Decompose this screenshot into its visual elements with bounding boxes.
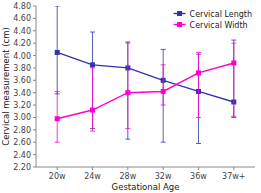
series-line: [57, 52, 234, 102]
legend: Cervical Length Cervical Width: [174, 10, 252, 30]
y-tick: [33, 129, 36, 130]
y-tick-label: 4.80: [13, 2, 31, 11]
axes: 2.20 2.40 2.60 2.80 3.00 3.20 3.40 3.60 3.80 4.00…: [13, 2, 255, 181]
x-tick: [163, 167, 164, 170]
x-tick-label: 20w: [49, 172, 66, 181]
error-bar-lower: [231, 63, 236, 116]
y-tick: [33, 80, 36, 81]
point: [125, 90, 130, 95]
x-tick-label: 37w+: [222, 172, 245, 181]
y-tick-label: 3.20: [13, 101, 31, 110]
y-tick: [33, 30, 36, 31]
error-bar-upper: [90, 68, 95, 110]
y-tick: [33, 154, 36, 155]
y-tick-label: 4.20: [13, 39, 31, 48]
y-tick-label: 2.80: [13, 126, 31, 135]
chart: 2.20 2.40 2.60 2.80 3.00 3.20 3.40 3.60 3.80 4.00…: [0, 0, 261, 193]
point: [90, 62, 95, 67]
x-tick-label: 24w: [84, 172, 101, 181]
y-tick-label: 2.40: [13, 151, 31, 160]
error-bar-upper: [55, 6, 60, 52]
y-tick-label: 2.60: [13, 138, 31, 147]
y-tick: [33, 43, 36, 44]
legend-marker: [177, 11, 182, 16]
y-tick: [33, 18, 36, 19]
error-bar-upper: [90, 32, 95, 65]
x-tick-label: 36w: [190, 172, 207, 181]
y-axis-line: [36, 6, 37, 167]
point: [55, 50, 60, 55]
error-bar-upper: [196, 52, 201, 72]
y-tick-label: 3.60: [13, 76, 31, 85]
x-axis-label: Gestational Age: [112, 182, 180, 192]
point: [55, 116, 60, 121]
y-tick-label: 2.20: [13, 163, 31, 172]
point: [196, 70, 201, 75]
error-bar-upper: [125, 43, 130, 93]
series: [55, 43, 237, 142]
y-axis-label: Cervical measurement (cm): [1, 27, 11, 146]
y-tick-label: 3.80: [13, 64, 31, 73]
point: [231, 60, 236, 65]
error-bar-lower: [125, 93, 130, 129]
y-tick: [33, 92, 36, 93]
error-bar-lower: [196, 73, 201, 118]
error-bar-upper: [161, 65, 166, 92]
point: [161, 89, 166, 94]
y-tick: [33, 105, 36, 106]
y-tick: [33, 6, 36, 7]
x-tick: [57, 167, 58, 170]
error-bar-lower: [55, 52, 60, 93]
x-tick: [198, 167, 199, 170]
error-bar-lower: [161, 80, 166, 142]
y-tick: [33, 117, 36, 118]
legend-marker: [177, 22, 182, 27]
legend-label: Cervical Width: [190, 21, 248, 30]
x-axis-line: [36, 167, 255, 168]
y-tick: [33, 142, 36, 143]
y-tick-label: 4.40: [13, 27, 31, 36]
legend-label: Cervical Length: [190, 10, 252, 19]
y-tick-label: 3.40: [13, 89, 31, 98]
x-tick: [127, 167, 128, 170]
y-tick-label: 4.60: [13, 14, 31, 23]
y-tick: [33, 167, 36, 168]
error-bar-upper: [231, 43, 236, 63]
series-line: [57, 63, 234, 119]
y-tick: [33, 55, 36, 56]
x-tick-label: 32w: [155, 172, 172, 181]
y-tick-label: 3.00: [13, 113, 31, 122]
x-tick: [233, 167, 234, 170]
x-tick-label: 28w: [119, 172, 136, 181]
error-bar-lower: [90, 110, 95, 131]
x-tick: [92, 167, 93, 170]
error-bar-upper: [55, 91, 60, 118]
point: [90, 108, 95, 113]
error-bar-lower: [55, 119, 60, 143]
y-tick: [33, 67, 36, 68]
y-tick-label: 4.00: [13, 52, 31, 61]
